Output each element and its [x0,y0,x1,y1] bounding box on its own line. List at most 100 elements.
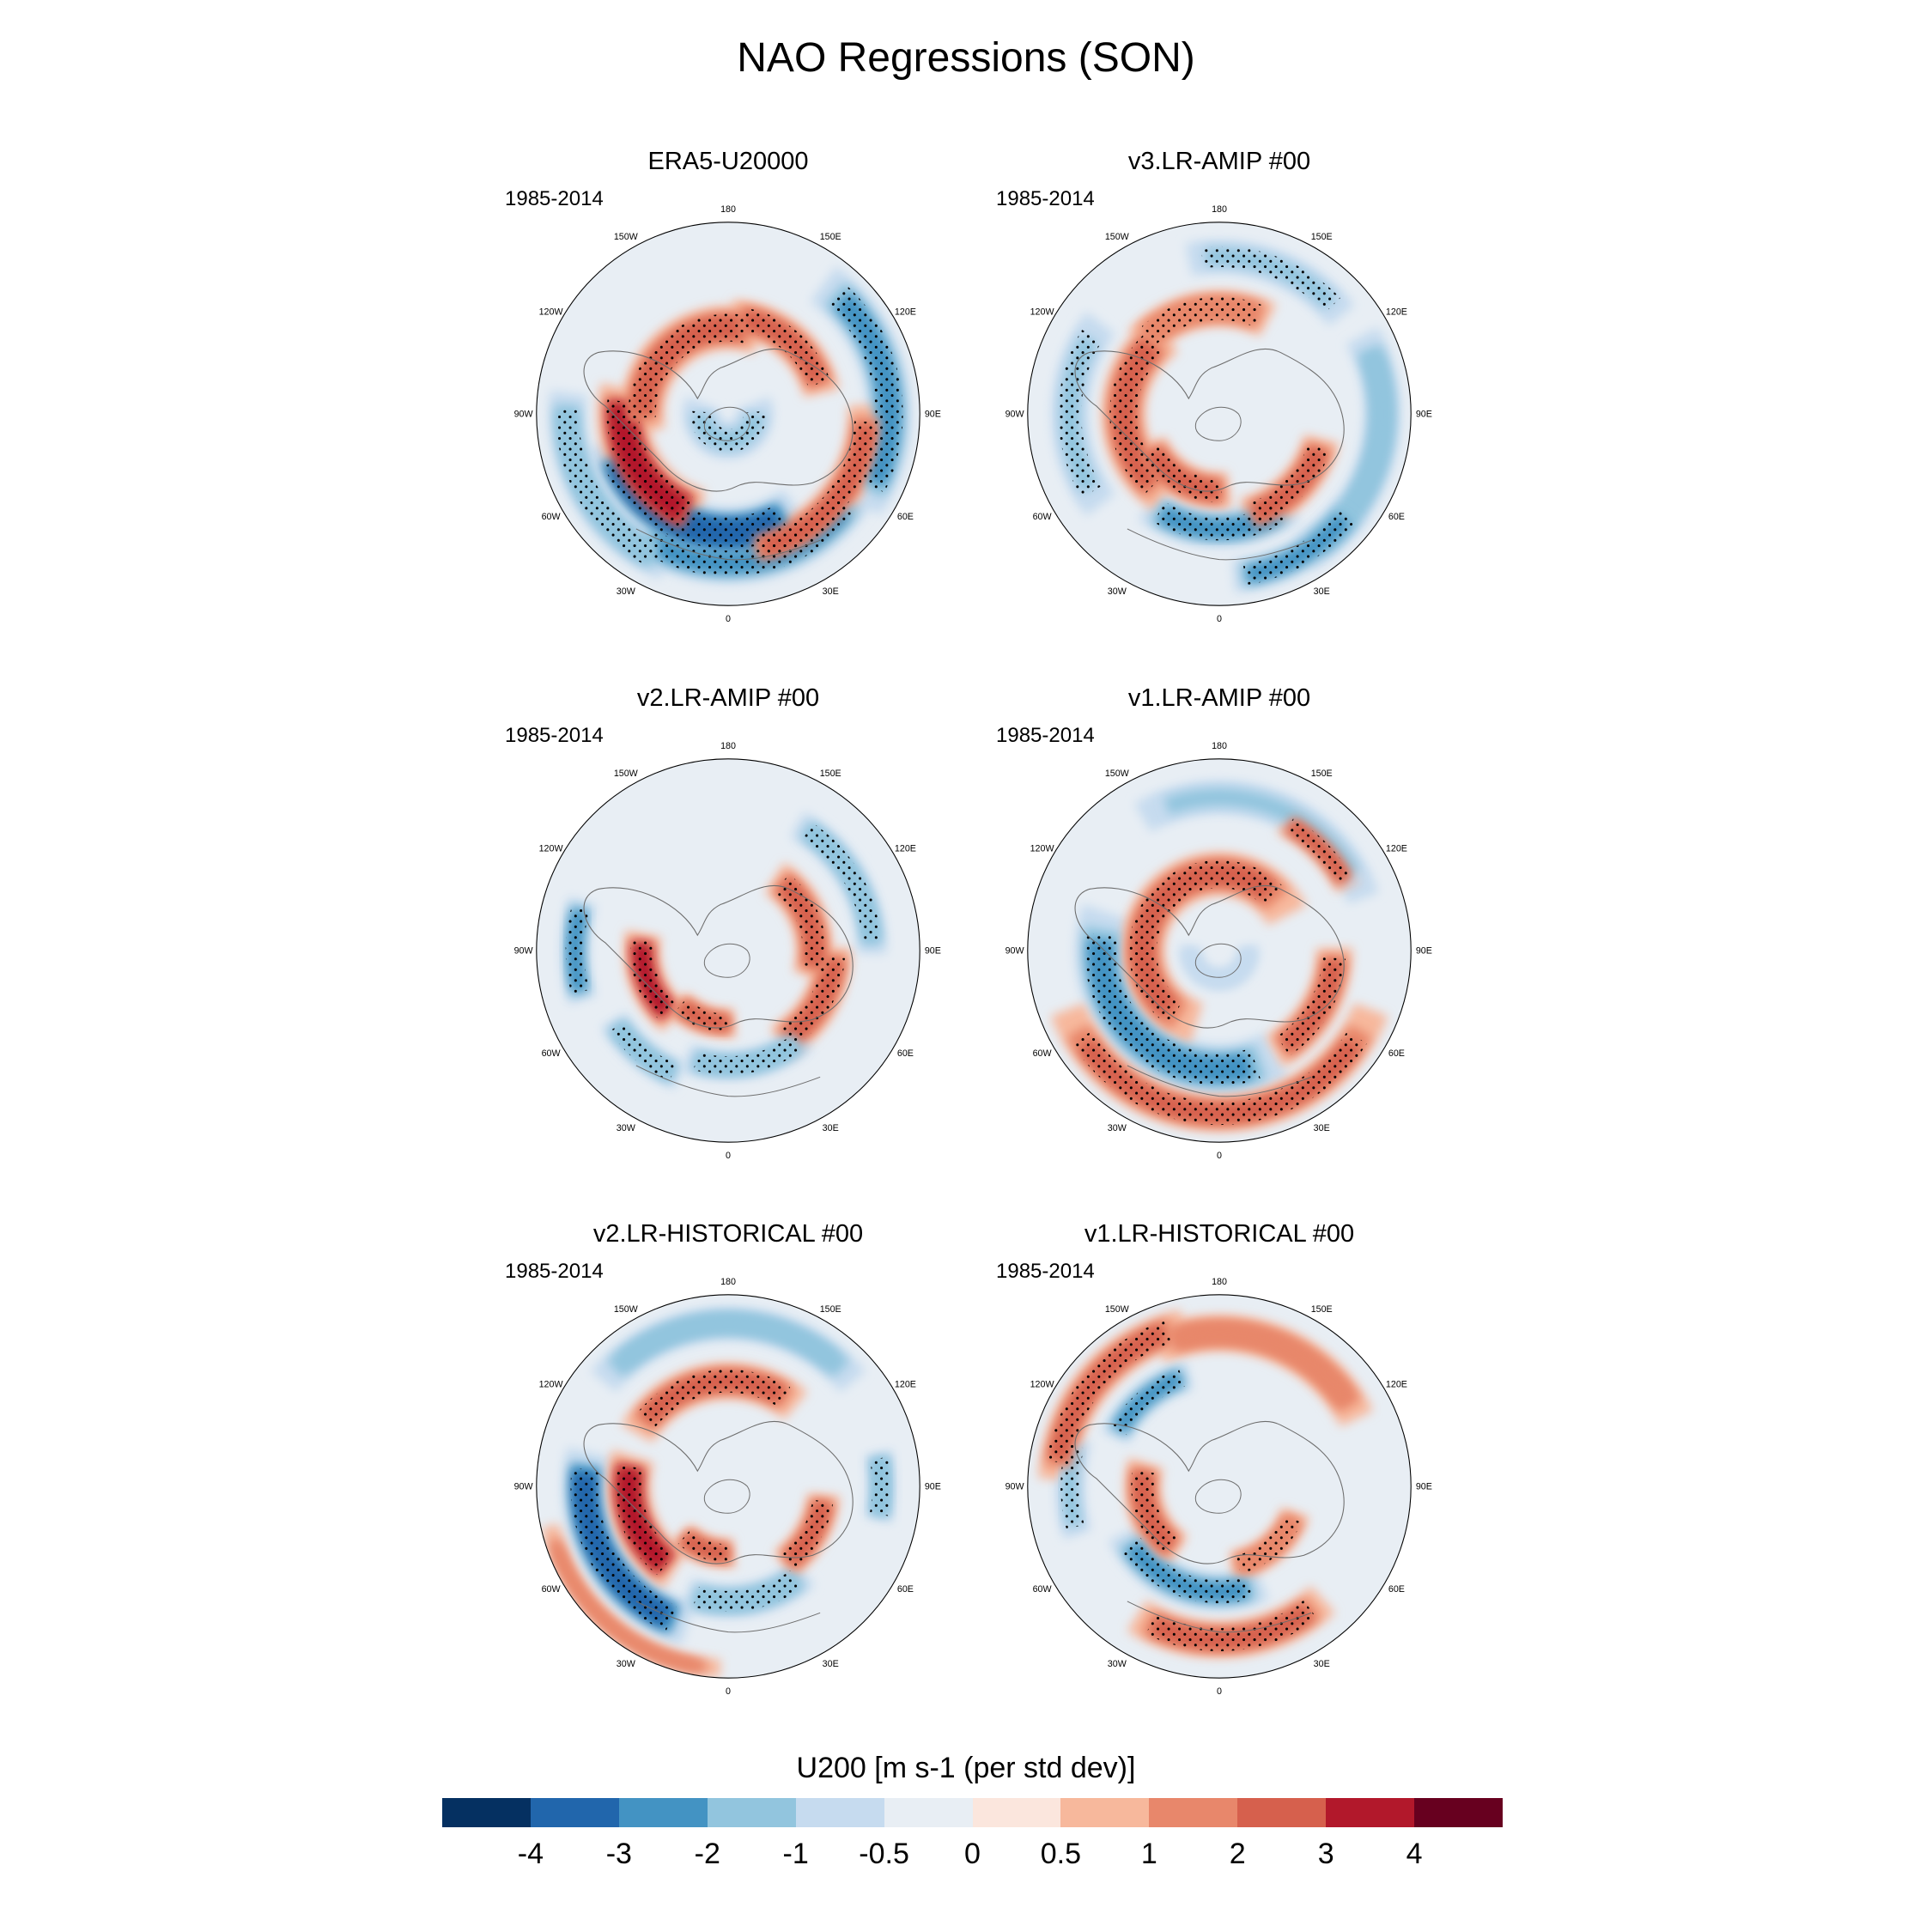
polar-map: 180 150E 120E 90E 60E 30E 0 30W 60W 90W 120W 150W [514,204,941,624]
longitude-label: 150W [614,769,639,779]
colorbar-label: 4 [1406,1838,1423,1870]
colorbar-label: -3 [605,1838,632,1870]
coastline [583,1420,854,1564]
polar-map: 180 150E 120E 90E 60E 30E 0 30W 60W 90W 120W 150W [1005,204,1432,624]
panel-title: v1.LR-AMIP #00 [1127,684,1311,712]
map-background [1027,222,1412,606]
longitude-label: 150E [1311,769,1333,779]
longitude-label: 0 [726,1151,731,1161]
longitude-label: 30E [823,1659,839,1669]
longitude-label: 60W [542,512,562,522]
colorbar-swatch [707,1798,796,1827]
anomaly-core [1317,355,1392,546]
significance-stipple [1084,932,1261,1086]
significance-stipple [1153,501,1285,541]
anomaly-halo [1134,781,1379,904]
colorbar-swatch [1060,1798,1150,1827]
longitude-label: 30E [1314,1123,1330,1133]
panel-title: v1.LR-HISTORICAL #00 [1084,1220,1355,1248]
panel-v3-lr-amip: v3.LR-AMIP #00 1985-2014 180 150E 120E 90E 6… [996,148,1434,629]
anomaly-core [1182,951,1256,987]
longitude-label: 120E [1386,843,1407,854]
longitude-label: 60E [1388,1048,1405,1059]
colorbar-title: U200 [m s-1 (per std dev)] [796,1752,1136,1784]
longitude-label: 90E [925,1482,941,1492]
significance-stipple [756,421,878,560]
colorbar-swatch [1326,1798,1415,1827]
panel-title: ERA5-U20000 [647,148,809,175]
panel-v2-lr-amip: v2.LR-AMIP #00 1985-2014 180 150E 120E 90E 6… [505,684,943,1165]
longitude-label: 90W [514,946,534,957]
significance-stipple [780,957,845,1048]
longitude-label: 30W [1108,1123,1127,1133]
significance-stipple [693,1036,802,1075]
panel-period: 1985-2014 [996,187,1095,210]
significance-stipple [1072,1031,1367,1126]
longitude-label: 150W [1105,769,1130,779]
longitude-label: 60E [1388,512,1405,522]
significance-stipple [740,307,830,387]
significance-stipple [635,1369,791,1429]
longitude-label: 30W [617,586,636,597]
coastline-south [635,528,821,561]
longitude-label: 180 [1212,741,1227,751]
panel-period: 1985-2014 [505,187,604,210]
panel-title: v3.LR-AMIP #00 [1127,148,1311,175]
polar-map: 180 150E 120E 90E 60E 30E 0 30W 60W 90W 120W 150W [1005,741,1432,1161]
anomaly-core [552,1546,698,1671]
coastline-greenland [1194,943,1242,978]
longitude-label: 120W [1030,843,1055,854]
longitude-label: 60W [542,1048,562,1059]
longitude-label: 30E [1314,1659,1330,1669]
longitude-label: 150E [1311,1304,1333,1315]
map-border [1027,758,1412,1143]
longitude-label: 0 [726,1686,731,1697]
map-border [536,758,920,1143]
longitude-label: 150E [820,1304,841,1315]
colorbar-label: 1 [1140,1838,1157,1870]
significance-stipple [775,873,826,970]
longitude-label: 30W [617,1659,636,1669]
longitude-label: 180 [720,204,736,215]
map-border [1027,222,1412,606]
longitude-label: 150W [614,1304,639,1315]
coastline-greenland [1194,1479,1242,1514]
coastline [583,348,854,492]
significance-stipple [606,399,693,526]
significance-stipple [1047,1321,1172,1464]
panel-title: v2.LR-AMIP #00 [636,684,820,712]
polar-map: 180 150E 120E 90E 60E 30E 0 30W 60W 90W 120W 150W [1005,1277,1432,1697]
longitude-label: 180 [1212,204,1227,215]
significance-stipple [1145,1600,1318,1651]
longitude-label: 90E [1416,1482,1432,1492]
longitude-label: 0 [726,614,731,624]
longitude-label: 90E [1416,410,1432,420]
coastline-greenland [703,943,750,978]
longitude-label: 30E [823,586,839,597]
significance-stipple [1141,445,1222,502]
significance-stipple [604,453,790,550]
colorbar-swatch [795,1798,884,1827]
map-border [536,1294,920,1679]
colorbar-swatch [972,1798,1061,1827]
longitude-label: 60W [1033,1048,1053,1059]
longitude-label: 150W [614,232,639,242]
significance-stipple [1276,957,1346,1056]
map-border [1027,1294,1412,1679]
coastline-south [1127,1601,1312,1633]
significance-stipple [1131,1468,1179,1556]
significance-stipple [693,1571,803,1612]
significance-stipple [803,823,881,942]
longitude-label: 120E [895,843,916,854]
coastline-south [1127,528,1312,561]
longitude-label: 150E [820,232,841,242]
anomaly-core [617,1315,839,1369]
significance-stipple [1200,246,1340,313]
panel-v1-lr-historical: v1.LR-HISTORICAL #00 1985-2014 180 150E 12… [996,1220,1434,1701]
significance-stipple [1242,509,1354,586]
significance-stipple [570,1467,677,1631]
longitude-label: 120W [539,843,564,854]
longitude-label: 120W [1030,307,1055,317]
longitude-label: 180 [720,741,736,751]
colorbar-labels: -4 -3 -2 -1 -0.5 0 0.5 1 2 3 4 [442,1838,1503,1872]
